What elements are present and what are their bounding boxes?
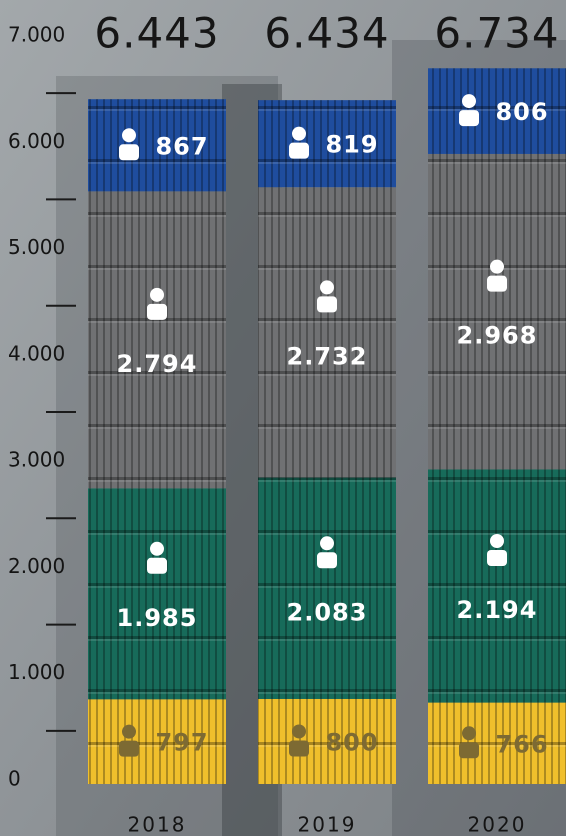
value-label: 1.985 bbox=[117, 604, 198, 632]
value-label: 766 bbox=[495, 730, 548, 758]
y-tick-label: 1.000 bbox=[8, 660, 65, 684]
y-tick-label: 0 bbox=[8, 767, 21, 791]
icon bbox=[459, 110, 479, 126]
icon bbox=[150, 542, 164, 556]
value-label: 797 bbox=[155, 729, 208, 757]
value-label: 800 bbox=[325, 728, 378, 756]
total-label: 6.434 bbox=[264, 9, 389, 58]
icon bbox=[490, 534, 504, 548]
y-tick-label: 2.000 bbox=[8, 554, 65, 578]
chart: 0 1.000 2.000 3.000 4.000 5.000 6.000 7.000 797 1… bbox=[0, 0, 566, 836]
icon bbox=[490, 260, 504, 274]
texture bbox=[428, 154, 566, 469]
icon bbox=[320, 536, 334, 550]
icon bbox=[292, 127, 306, 141]
value-label: 2.083 bbox=[287, 598, 368, 626]
icon bbox=[122, 725, 136, 739]
icon bbox=[459, 742, 479, 758]
x-tick-label: 2018 bbox=[128, 813, 187, 836]
icon bbox=[147, 558, 167, 574]
texture bbox=[258, 478, 396, 699]
value-label: 2.968 bbox=[457, 322, 538, 350]
y-tick-label: 6.000 bbox=[8, 129, 65, 153]
value-label: 819 bbox=[325, 131, 378, 159]
icon bbox=[462, 94, 476, 108]
icon bbox=[292, 724, 306, 738]
icon bbox=[119, 144, 139, 160]
icon bbox=[317, 296, 337, 312]
texture bbox=[428, 469, 566, 702]
texture bbox=[88, 191, 226, 488]
y-tick-label: 4.000 bbox=[8, 341, 65, 365]
value-label: 867 bbox=[155, 132, 208, 160]
value-label: 2.794 bbox=[117, 350, 198, 378]
icon bbox=[122, 128, 136, 142]
icon bbox=[487, 550, 507, 566]
plot: 0 1.000 2.000 3.000 4.000 5.000 6.000 7.000 797 1… bbox=[8, 9, 566, 836]
icon bbox=[147, 304, 167, 320]
value-label: 2.194 bbox=[457, 596, 538, 624]
icon bbox=[320, 280, 334, 294]
x-tick-label: 2020 bbox=[468, 813, 527, 836]
icon bbox=[317, 552, 337, 568]
texture bbox=[88, 488, 226, 699]
value-label: 806 bbox=[495, 98, 548, 126]
texture bbox=[258, 187, 396, 477]
icon bbox=[289, 740, 309, 756]
x-tick-label: 2019 bbox=[298, 813, 357, 836]
value-label: 2.732 bbox=[287, 342, 368, 370]
icon bbox=[487, 276, 507, 292]
total-label: 6.734 bbox=[434, 9, 559, 58]
y-tick-label: 5.000 bbox=[8, 235, 65, 259]
y-tick-label: 3.000 bbox=[8, 448, 65, 472]
icon bbox=[119, 741, 139, 757]
icon bbox=[150, 288, 164, 302]
icon bbox=[289, 143, 309, 159]
total-label: 6.443 bbox=[94, 9, 219, 58]
y-tick-label: 7.000 bbox=[8, 23, 65, 47]
icon bbox=[462, 726, 476, 740]
